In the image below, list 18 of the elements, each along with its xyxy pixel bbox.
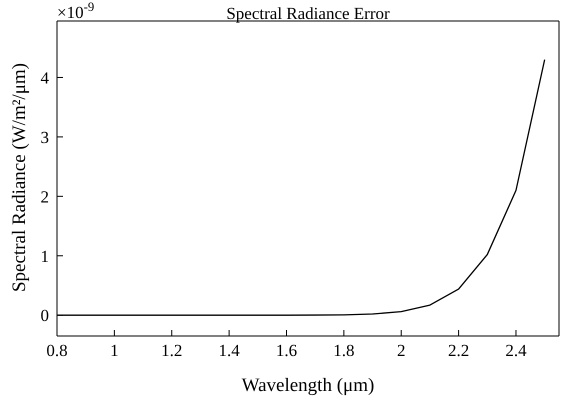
y-tick-label: 3: [40, 128, 49, 147]
x-tick-label: 2.4: [505, 341, 528, 360]
y-tick-label: 1: [40, 246, 49, 266]
y-tick-label: 2: [40, 187, 49, 206]
y-axis-title: Spectral Radiance (W/m²/μm): [9, 62, 30, 292]
x-tick-label: 1.6: [276, 341, 298, 360]
x-tick-label: 0.8: [46, 341, 68, 360]
x-tick-label: 1.2: [161, 341, 182, 360]
x-tick-label: 1: [110, 341, 119, 360]
x-tick-label: 2.2: [448, 341, 470, 360]
chart-title: Spectral Radiance Error: [226, 4, 390, 23]
x-axis-title: Wavelength (μm): [242, 375, 374, 396]
x-tick-label: 1.8: [333, 341, 354, 360]
y-tick-label: 0: [40, 306, 49, 326]
x-tick-label: 2: [396, 341, 406, 360]
y-tick-label: 4: [40, 68, 50, 88]
annotation: ×10$^{-9}$: [57, 0, 94, 22]
x-tick-label: 1.4: [218, 341, 240, 360]
